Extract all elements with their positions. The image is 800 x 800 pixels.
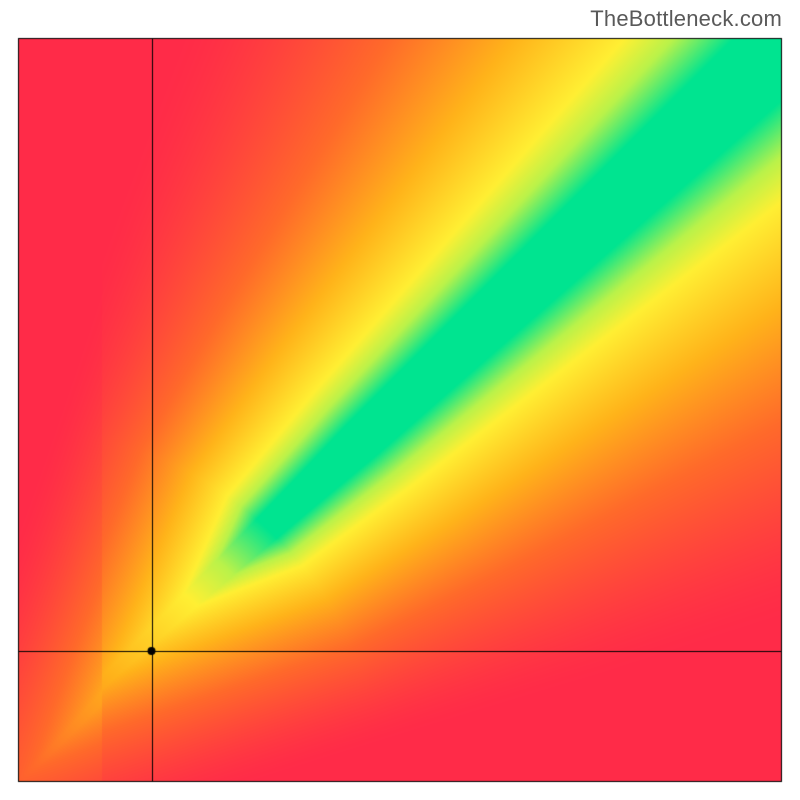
watermark-text: TheBottleneck.com: [590, 6, 782, 32]
bottleneck-heatmap-canvas: [0, 0, 800, 800]
chart-container: TheBottleneck.com: [0, 0, 800, 800]
